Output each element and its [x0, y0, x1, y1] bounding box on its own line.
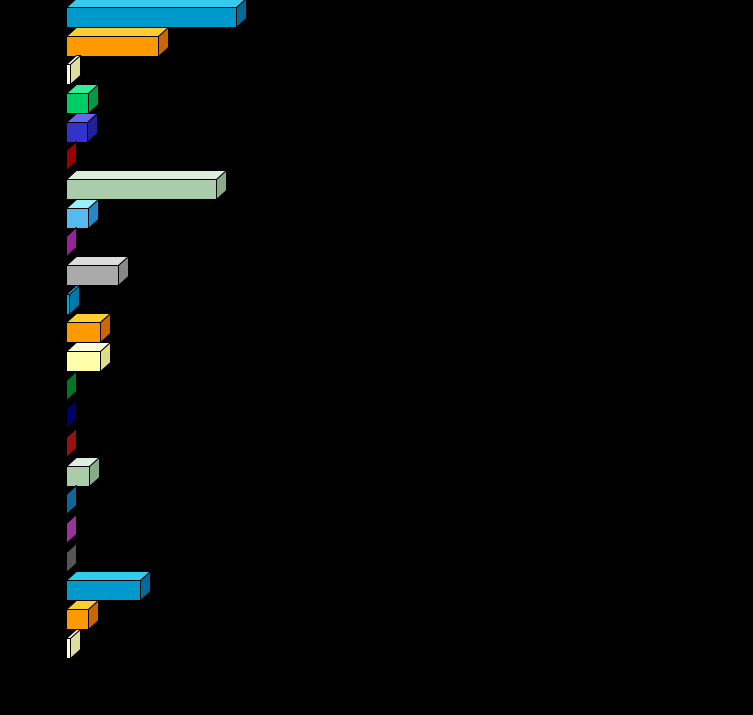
- bar-20[interactable]: [66, 542, 78, 579]
- bar-side-face: [70, 54, 81, 86]
- bar-front-face: [66, 351, 101, 372]
- bar-front-face: [66, 93, 89, 114]
- bar-side-face: [236, 0, 247, 29]
- bar-top-face: [65, 27, 170, 37]
- bar-side-face: [69, 284, 80, 316]
- bar-side-face: [87, 112, 98, 144]
- bar-side-face: [66, 140, 77, 172]
- bar-front-face: [66, 638, 71, 659]
- bar-side-face: [100, 312, 111, 344]
- bar-front-face: [66, 122, 88, 143]
- bar-9[interactable]: [66, 226, 78, 263]
- bar-top-face: [65, 170, 228, 180]
- bar-15[interactable]: [66, 398, 78, 435]
- bar-1[interactable]: [65, 0, 248, 34]
- bar-side-face: [118, 255, 129, 287]
- bar-side-face: [158, 26, 169, 58]
- bar-2[interactable]: [65, 26, 170, 63]
- bar-6[interactable]: [66, 140, 78, 177]
- bar-side-face: [66, 226, 77, 258]
- bar-top-face: [65, 571, 152, 581]
- bar-front-face: [66, 466, 90, 487]
- bar-18[interactable]: [66, 484, 78, 521]
- bar-side-face: [89, 456, 100, 488]
- bar-side-face: [140, 570, 151, 602]
- bar-4[interactable]: [65, 83, 100, 120]
- bar-19[interactable]: [66, 513, 78, 550]
- bar-14[interactable]: [66, 370, 78, 407]
- bar-side-face: [100, 341, 111, 373]
- bar-3[interactable]: [65, 54, 82, 91]
- bar-13[interactable]: [65, 341, 112, 378]
- bar-side-face: [66, 513, 77, 545]
- bar-side-face: [66, 427, 77, 459]
- bar-side-face: [66, 398, 77, 430]
- bar-side-face: [70, 628, 81, 660]
- bar-7[interactable]: [65, 169, 228, 206]
- bar-8[interactable]: [65, 198, 100, 235]
- bar-side-face: [216, 169, 227, 201]
- bar-front-face: [66, 580, 141, 601]
- bar-front-face: [66, 7, 237, 28]
- bar-5[interactable]: [65, 112, 99, 149]
- bar-side-face: [66, 542, 77, 574]
- bar-side-face: [88, 599, 99, 631]
- bar-22[interactable]: [65, 599, 100, 636]
- bar-21[interactable]: [65, 570, 152, 607]
- bar-side-face: [88, 83, 99, 115]
- bar-front-face: [66, 179, 217, 200]
- bar-11[interactable]: [65, 284, 81, 321]
- bar-front-face: [66, 208, 89, 229]
- bar-front-face: [66, 322, 101, 343]
- bar-17[interactable]: [65, 456, 101, 493]
- bar-front-face: [66, 609, 89, 630]
- bar-top-face: [65, 0, 246, 8]
- bar-front-face: [66, 64, 71, 85]
- bar-top-face: [65, 256, 130, 266]
- bar-front-face: [66, 36, 159, 57]
- bar-12[interactable]: [65, 312, 112, 349]
- bar-23[interactable]: [65, 628, 82, 665]
- bar-front-face: [66, 265, 119, 286]
- bar-16[interactable]: [66, 427, 78, 464]
- bar-side-face: [66, 484, 77, 516]
- bar-side-face: [66, 370, 77, 402]
- bar-side-face: [88, 198, 99, 230]
- bar-10[interactable]: [65, 255, 130, 292]
